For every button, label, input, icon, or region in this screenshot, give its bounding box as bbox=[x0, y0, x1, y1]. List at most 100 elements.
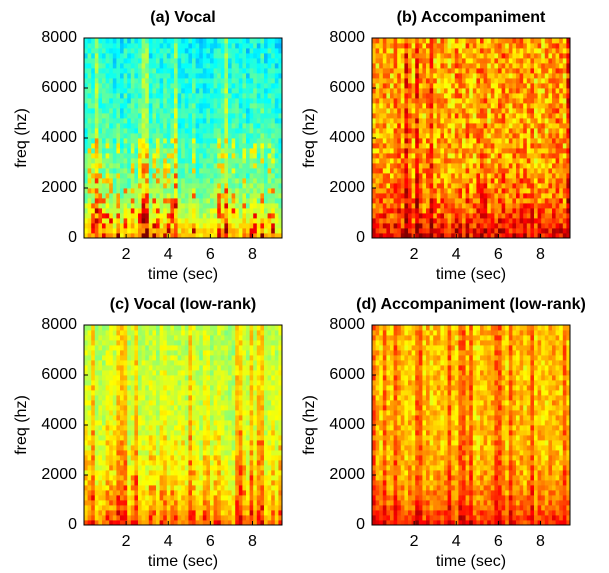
spectrogram-cell bbox=[476, 88, 480, 93]
spectrogram-cell bbox=[548, 193, 552, 198]
spectrogram-cell bbox=[181, 490, 185, 495]
spectrogram-cell bbox=[242, 103, 246, 108]
spectrogram-cell bbox=[88, 58, 92, 63]
spectrogram-cell bbox=[412, 143, 416, 148]
spectrogram-cell bbox=[516, 158, 520, 163]
spectrogram-cell bbox=[264, 43, 268, 48]
spectrogram-cell bbox=[138, 108, 142, 113]
spectrogram-cell bbox=[224, 63, 228, 68]
spectrogram-cell bbox=[545, 43, 549, 48]
spectrogram-cell bbox=[232, 495, 236, 500]
spectrogram-cell bbox=[188, 510, 192, 515]
spectrogram-cell bbox=[462, 143, 466, 148]
spectrogram-cell bbox=[458, 38, 462, 43]
spectrogram-cell bbox=[221, 505, 225, 510]
spectrogram-cell bbox=[527, 158, 531, 163]
spectrogram-cell bbox=[559, 173, 563, 178]
spectrogram-cell bbox=[386, 173, 390, 178]
spectrogram-cell bbox=[268, 173, 272, 178]
spectrogram-cell bbox=[505, 183, 509, 188]
spectrogram-cell bbox=[235, 163, 239, 168]
spectrogram-cell bbox=[196, 108, 200, 113]
spectrogram-cell bbox=[210, 480, 214, 485]
spectrogram-cell bbox=[451, 68, 455, 73]
spectrogram-cell bbox=[102, 203, 106, 208]
spectrogram-cell bbox=[210, 118, 214, 123]
spectrogram-cell bbox=[120, 138, 124, 143]
spectrogram-cell bbox=[178, 490, 182, 495]
spectrogram-cell bbox=[466, 133, 470, 138]
spectrogram-cell bbox=[264, 148, 268, 153]
spectrogram-cell bbox=[548, 108, 552, 113]
spectrogram-cell bbox=[419, 93, 423, 98]
spectrogram-cell bbox=[95, 123, 99, 128]
spectrogram-cell bbox=[95, 53, 99, 58]
spectrogram-cell bbox=[91, 198, 95, 203]
spectrogram-cell bbox=[498, 98, 502, 103]
spectrogram-cell bbox=[239, 63, 243, 68]
spectrogram-cell bbox=[422, 48, 426, 53]
spectrogram-cell bbox=[448, 98, 452, 103]
spectrogram-cell bbox=[163, 188, 167, 193]
spectrogram-cell bbox=[131, 480, 135, 485]
spectrogram-cell bbox=[217, 173, 221, 178]
spectrogram-cell bbox=[534, 53, 538, 58]
spectrogram-cell bbox=[484, 73, 488, 78]
spectrogram-cell bbox=[527, 163, 531, 168]
spectrogram-cell bbox=[98, 153, 102, 158]
spectrogram-cell bbox=[538, 88, 542, 93]
x-tick-label: 2 bbox=[410, 246, 419, 263]
spectrogram-cell bbox=[145, 138, 149, 143]
spectrogram-cell bbox=[196, 223, 200, 228]
spectrogram-cell bbox=[401, 43, 405, 48]
spectrogram-cell bbox=[203, 188, 207, 193]
spectrogram-cell bbox=[235, 188, 239, 193]
spectrogram-cell bbox=[394, 158, 398, 163]
spectrogram-cell bbox=[422, 213, 426, 218]
spectrogram-cell bbox=[192, 58, 196, 63]
spectrogram-cell bbox=[232, 173, 236, 178]
spectrogram-cell bbox=[397, 173, 401, 178]
spectrogram-cell bbox=[512, 148, 516, 153]
spectrogram-cell bbox=[376, 48, 380, 53]
spectrogram-cell bbox=[556, 163, 560, 168]
spectrogram-cell bbox=[494, 108, 498, 113]
spectrogram-cell bbox=[138, 58, 142, 63]
spectrogram-cell bbox=[109, 128, 113, 133]
spectrogram-cell bbox=[386, 223, 390, 228]
spectrogram-cell bbox=[509, 78, 513, 83]
spectrogram-cell bbox=[214, 198, 218, 203]
spectrogram-cell bbox=[372, 53, 376, 58]
spectrogram-cell bbox=[113, 78, 117, 83]
spectrogram-cell bbox=[545, 213, 549, 218]
spectrogram-cell bbox=[372, 38, 376, 43]
spectrogram-cell bbox=[170, 38, 174, 43]
spectrogram-cell bbox=[257, 500, 261, 505]
y-tick-label: 8000 bbox=[329, 29, 365, 46]
spectrogram-cell bbox=[512, 93, 516, 98]
spectrogram-cell bbox=[401, 78, 405, 83]
spectrogram-cell bbox=[545, 173, 549, 178]
spectrogram-cell bbox=[242, 223, 246, 228]
spectrogram-cell bbox=[473, 68, 477, 73]
spectrogram-cell bbox=[494, 118, 498, 123]
x-tick-label: 8 bbox=[248, 246, 257, 263]
spectrogram-cell bbox=[476, 163, 480, 168]
spectrogram-cell bbox=[242, 480, 246, 485]
spectrogram-cell bbox=[430, 213, 434, 218]
spectrogram-cell bbox=[386, 183, 390, 188]
spectrogram-cell bbox=[210, 223, 214, 228]
spectrogram-cell bbox=[260, 78, 264, 83]
spectrogram-cell bbox=[242, 118, 246, 123]
spectrogram-cell bbox=[264, 168, 268, 173]
spectrogram-cell bbox=[242, 38, 246, 43]
spectrogram-cell bbox=[167, 38, 171, 43]
spectrogram-cell bbox=[383, 138, 387, 143]
spectrogram-cell bbox=[181, 88, 185, 93]
spectrogram-cell bbox=[275, 168, 279, 173]
spectrogram-cell bbox=[271, 510, 275, 515]
spectrogram-cell bbox=[534, 88, 538, 93]
spectrogram-cell bbox=[109, 228, 113, 233]
spectrogram-cell bbox=[102, 168, 106, 173]
chart-title: (a) Vocal bbox=[150, 9, 216, 26]
